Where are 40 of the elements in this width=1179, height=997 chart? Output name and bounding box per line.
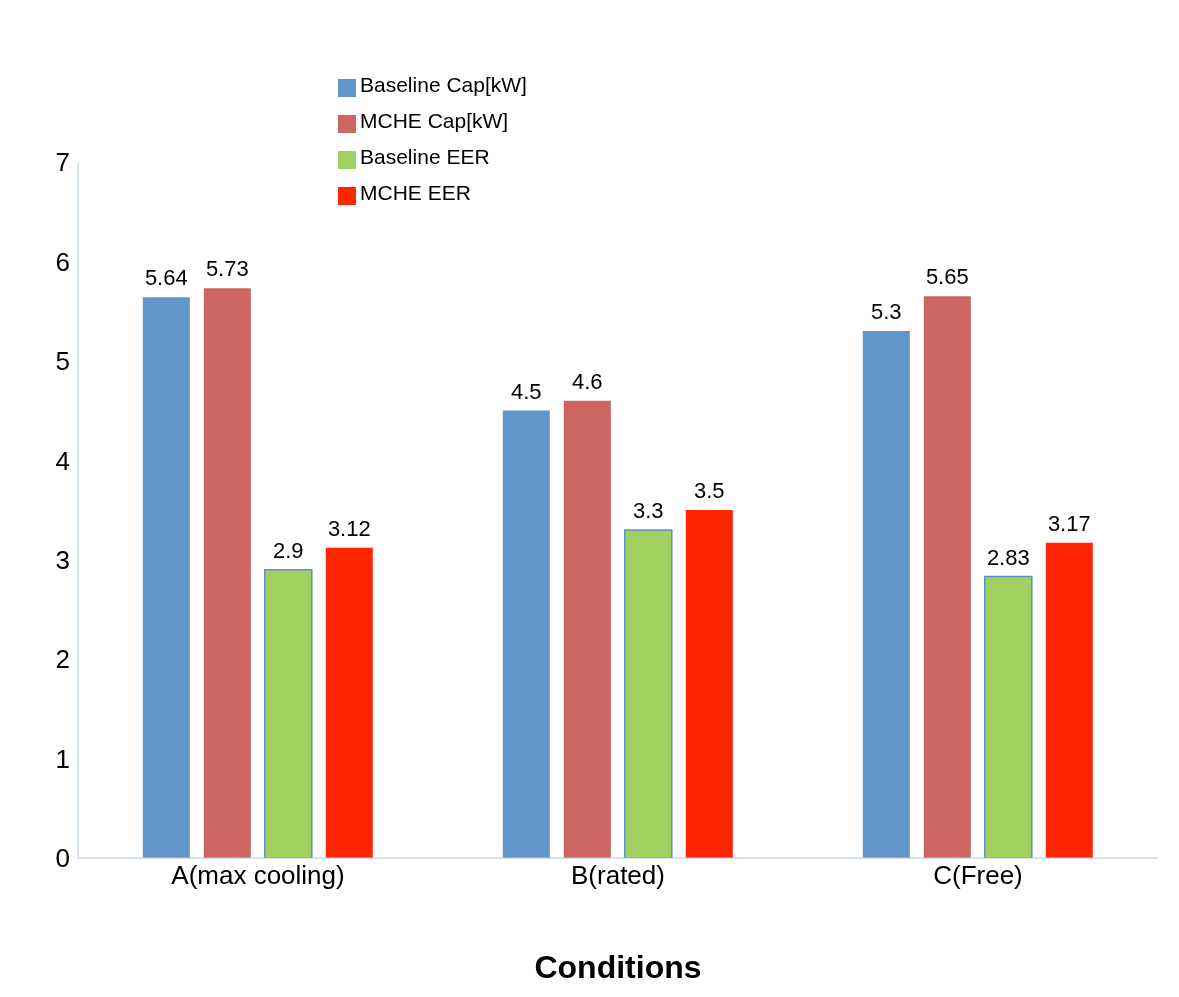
y-tick-label: 3 [55,544,70,575]
bar [923,296,971,858]
y-tick-label: 2 [55,644,70,675]
data-label: 3.17 [1047,510,1091,536]
data-label: 5.65 [925,264,969,290]
x-tick-label: B(rated) [571,860,665,891]
y-tick-label: 1 [55,743,70,774]
data-label: 5.73 [205,256,249,282]
bar [563,400,611,858]
legend-label: Baseline EER [360,145,490,168]
bar [862,331,910,858]
legend-label: Baseline Cap[kW] [360,73,527,96]
data-label: 2.9 [273,537,304,563]
legend-label: MCHE Cap[kW] [360,109,509,132]
data-label: 4.6 [572,368,603,394]
data-label: 5.3 [871,299,902,325]
legend-label: MCHE EER [360,181,471,204]
y-tick-label: 0 [55,843,70,874]
x-tick-label: C(Free) [933,860,1023,891]
y-tick-label: 4 [55,445,70,476]
y-tick-label: 6 [55,246,70,277]
data-label: 3.12 [327,515,371,541]
data-label: 2.83 [986,544,1030,570]
bar [203,288,251,858]
data-label: 4.5 [511,378,542,404]
bar [142,297,190,858]
data-label: 5.64 [144,265,188,291]
data-label: 3.5 [694,478,725,503]
x-axis-title: Conditions [534,949,702,985]
y-tick-label: 7 [55,147,70,178]
y-tick-label: 5 [55,346,70,377]
bar [984,575,1033,858]
bar [264,568,313,858]
bar [325,547,373,858]
x-tick-label: A(max cooling) [171,860,345,891]
bar [624,529,673,858]
data-label: 3.3 [633,497,664,523]
bar [685,510,733,858]
bar [1045,542,1093,858]
bar [502,410,550,858]
